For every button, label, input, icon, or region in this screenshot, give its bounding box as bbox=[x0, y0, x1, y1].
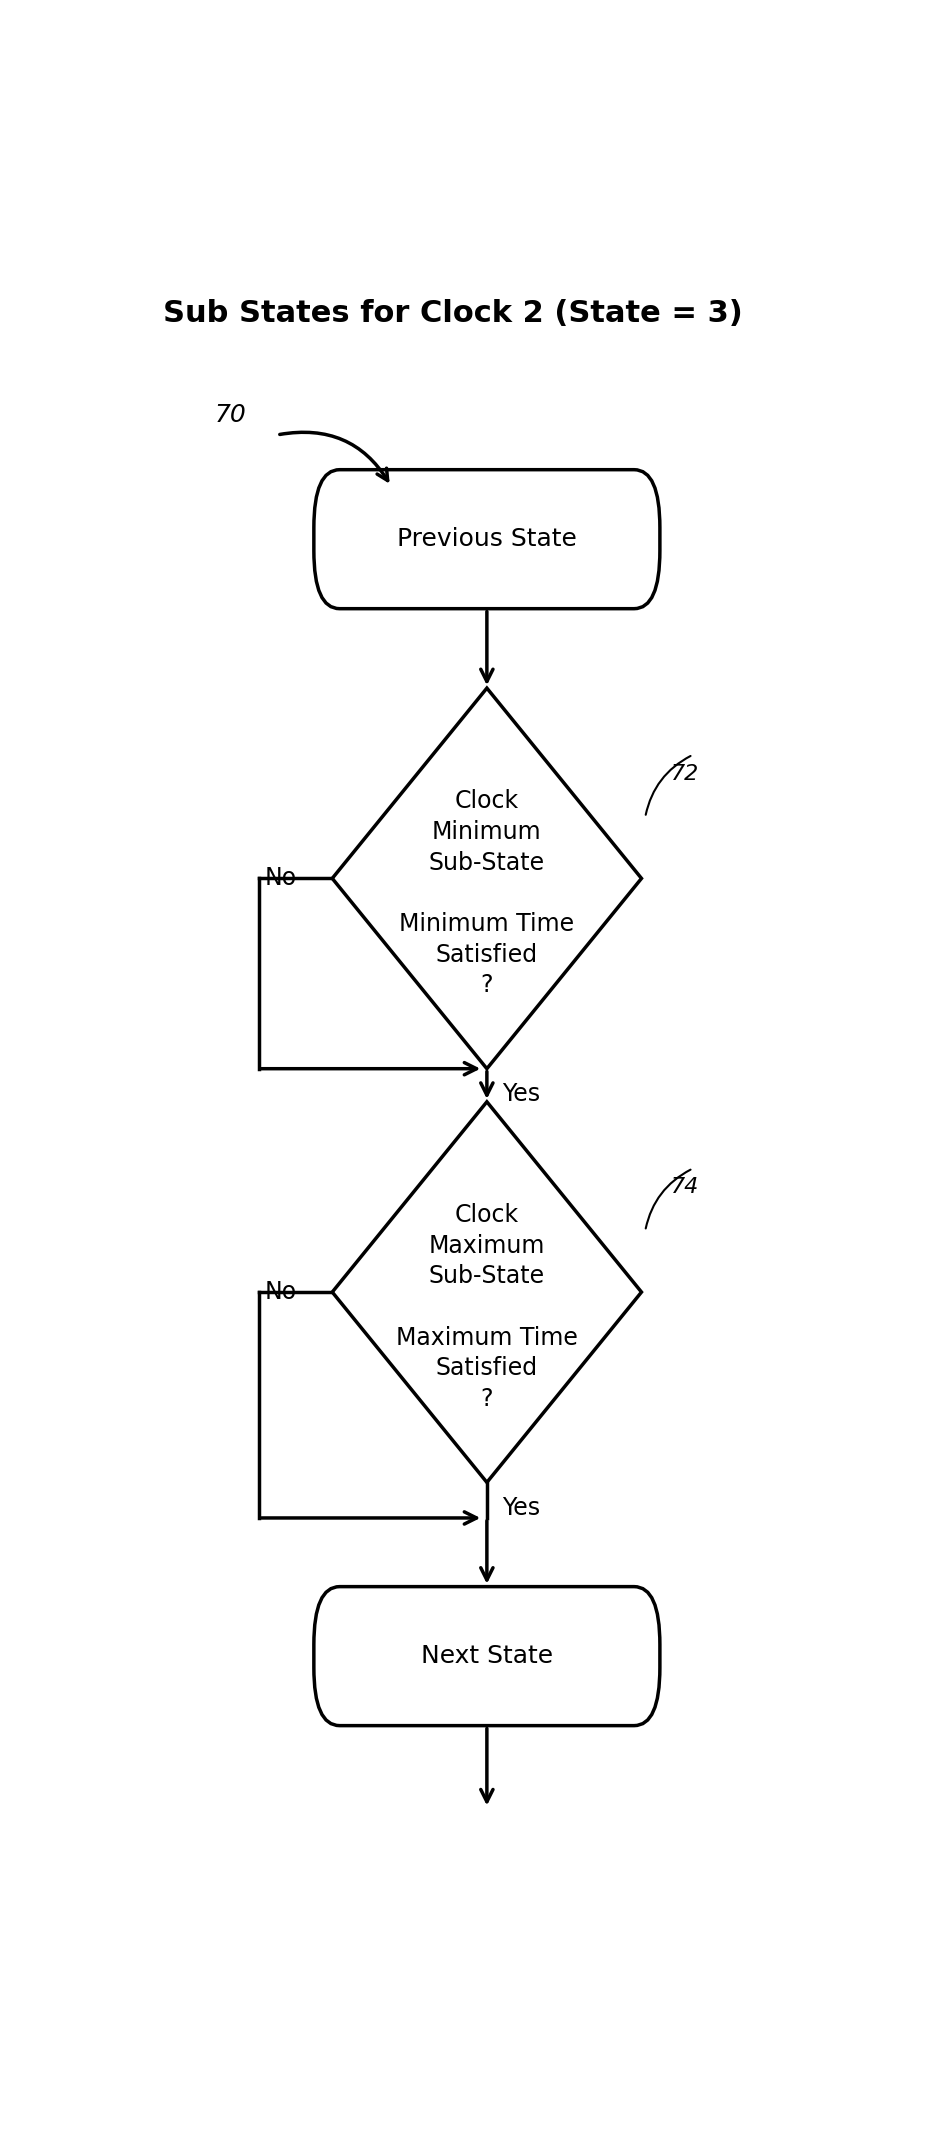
FancyBboxPatch shape bbox=[314, 471, 660, 608]
Text: Previous State: Previous State bbox=[397, 527, 577, 550]
Text: Maximum Time
Satisfied
?: Maximum Time Satisfied ? bbox=[396, 1326, 578, 1412]
Text: 72: 72 bbox=[671, 763, 699, 784]
Text: Yes: Yes bbox=[502, 1081, 540, 1107]
Polygon shape bbox=[332, 688, 641, 1068]
Text: Clock
Minimum
Sub-State: Clock Minimum Sub-State bbox=[428, 789, 545, 875]
Text: Sub States for Clock 2 (State = 3): Sub States for Clock 2 (State = 3) bbox=[163, 299, 743, 329]
Text: Clock
Maximum
Sub-State: Clock Maximum Sub-State bbox=[428, 1203, 545, 1289]
Text: 70: 70 bbox=[215, 404, 246, 428]
Text: Minimum Time
Satisfied
?: Minimum Time Satisfied ? bbox=[399, 911, 575, 997]
Polygon shape bbox=[332, 1102, 641, 1483]
Text: Yes: Yes bbox=[502, 1496, 540, 1519]
FancyBboxPatch shape bbox=[314, 1586, 660, 1726]
Text: No: No bbox=[265, 866, 296, 890]
Text: No: No bbox=[265, 1281, 296, 1304]
Text: Next State: Next State bbox=[421, 1644, 553, 1668]
Text: 74: 74 bbox=[671, 1178, 699, 1197]
